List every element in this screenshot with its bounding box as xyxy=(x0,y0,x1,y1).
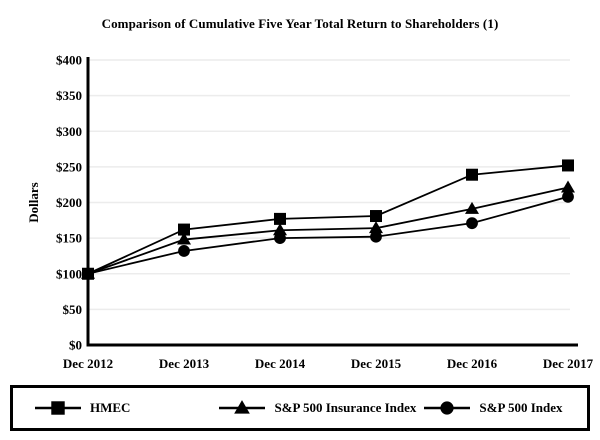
x-tick-label: Dec 2016 xyxy=(447,356,498,371)
y-axis-title: Dollars xyxy=(26,182,41,222)
legend-item-sp500-index: S&P 500 Index xyxy=(424,399,562,417)
y-tick-label: $400 xyxy=(56,53,82,68)
circle-marker xyxy=(562,190,574,203)
square-marker xyxy=(466,168,478,181)
chart-title: Comparison of Cumulative Five Year Total… xyxy=(101,16,499,31)
legend-label-sp500-insurance-index: S&P 500 Insurance Index xyxy=(274,400,417,415)
legend-marker-circle-icon xyxy=(424,401,471,415)
x-tick-label: Dec 2015 xyxy=(351,356,402,371)
legend-item-hmec: HMEC xyxy=(35,399,130,417)
triangle-marker xyxy=(177,232,191,245)
square-marker xyxy=(178,223,190,236)
legend-label-sp500-index: S&P 500 Index xyxy=(479,400,563,415)
plot-area: $0 $50 $100 $150 $200 $250 $300 $350 $400 Dollars… xyxy=(26,53,594,372)
y-tick-label: $250 xyxy=(56,159,82,174)
x-tick-label: Dec 2013 xyxy=(159,356,210,371)
series-line xyxy=(87,195,569,275)
series-line xyxy=(87,164,569,275)
circle-marker xyxy=(466,217,478,230)
x-tick-label: Dec 2014 xyxy=(255,356,306,371)
legend: HMEC S&P 500 Insurance Index S&P 500 Ind… xyxy=(10,385,590,431)
x-tick-label: Dec 2017 xyxy=(543,356,594,371)
triangle-marker xyxy=(273,223,287,236)
legend-marker-square-icon xyxy=(35,401,81,415)
y-tick-label: $100 xyxy=(56,266,82,281)
legend-item-sp500-insurance-index: S&P 500 Insurance Index xyxy=(219,399,416,417)
circle-marker xyxy=(440,401,455,415)
square-marker xyxy=(562,159,574,172)
y-tick-label: $150 xyxy=(56,231,82,246)
y-tick-label: $0 xyxy=(69,338,82,353)
triangle-marker xyxy=(465,201,479,214)
square-marker xyxy=(370,210,382,223)
y-tick-label: $50 xyxy=(63,302,83,317)
y-tick-label: $300 xyxy=(56,124,82,139)
square-marker xyxy=(51,401,65,415)
circle-marker xyxy=(178,245,190,257)
triangle-marker xyxy=(369,221,383,234)
square-marker xyxy=(274,212,286,225)
legend-marker-triangle-icon xyxy=(219,400,266,414)
y-tick-label: $350 xyxy=(56,88,82,103)
legend-label-hmec: HMEC xyxy=(90,400,131,415)
y-tick-label: $200 xyxy=(56,195,82,210)
triangle-marker xyxy=(234,400,251,414)
square-marker xyxy=(82,267,94,280)
series-line xyxy=(87,186,569,275)
circle-marker xyxy=(370,230,382,243)
triangle-marker xyxy=(561,180,575,193)
x-tick-label: Dec 2012 xyxy=(63,356,113,371)
